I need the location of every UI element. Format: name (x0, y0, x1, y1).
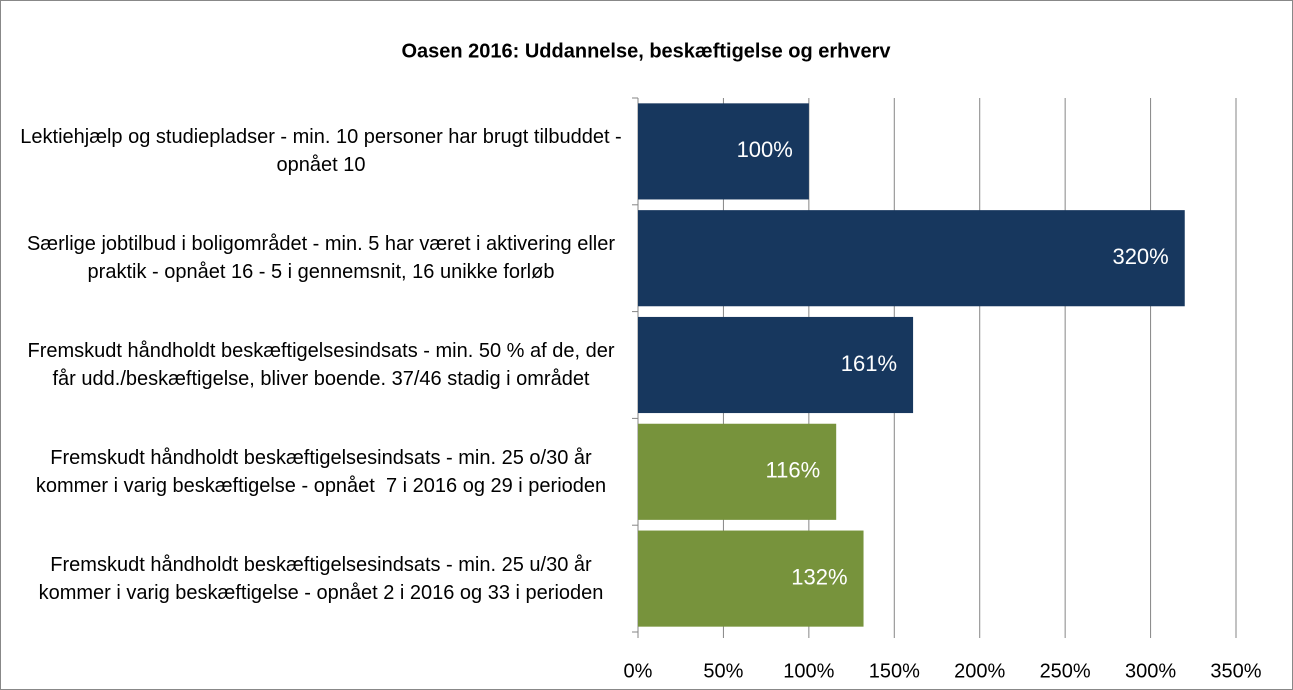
value-label: 116% (766, 458, 821, 483)
x-tick-label: 50% (703, 660, 743, 682)
bar (638, 210, 1185, 307)
x-tick-label: 200% (954, 660, 1005, 682)
y-tick-label: Fremskudt håndholdt beskæftigelsesindsat… (35, 446, 607, 497)
x-tick-label: 150% (869, 660, 920, 682)
value-label: 100% (737, 137, 793, 162)
chart-title: Oasen 2016: Uddannelse, beskæftigelse og… (401, 40, 891, 62)
value-label: 320% (1112, 244, 1168, 269)
x-tick-label: 300% (1125, 660, 1176, 682)
x-tick-label: 250% (1040, 660, 1091, 682)
y-tick-label: Lektiehjælp og studiepladser - min. 10 p… (20, 126, 628, 177)
x-tick-label: 100% (783, 660, 834, 682)
x-tick-label: 350% (1210, 660, 1261, 682)
value-label: 161% (841, 351, 897, 376)
y-tick-label: Fremskudt håndholdt beskæftigelsesindsat… (27, 339, 621, 390)
bar (638, 103, 809, 200)
bar (638, 530, 864, 627)
y-tick-label: Fremskudt håndholdt beskæftigelsesindsat… (38, 553, 604, 604)
value-label: 132% (791, 564, 847, 589)
bar (638, 423, 837, 520)
y-tick-label: Særlige jobtilbud i boligområdet - min. … (26, 233, 621, 284)
x-tick-label: 0% (624, 660, 653, 682)
bar (638, 316, 914, 414)
